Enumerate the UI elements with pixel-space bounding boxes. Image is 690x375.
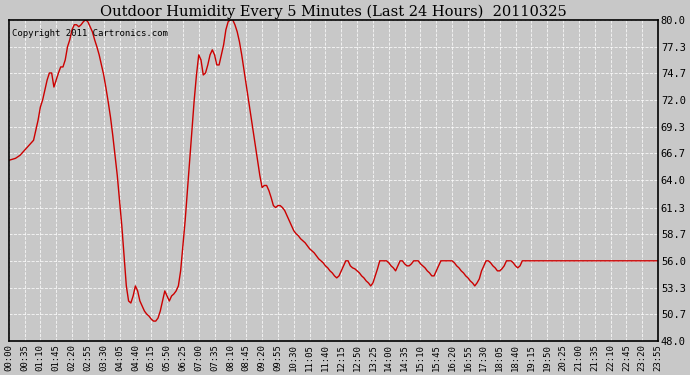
Title: Outdoor Humidity Every 5 Minutes (Last 24 Hours)  20110325: Outdoor Humidity Every 5 Minutes (Last 2… (100, 4, 566, 18)
Text: Copyright 2011 Cartronics.com: Copyright 2011 Cartronics.com (12, 29, 168, 38)
